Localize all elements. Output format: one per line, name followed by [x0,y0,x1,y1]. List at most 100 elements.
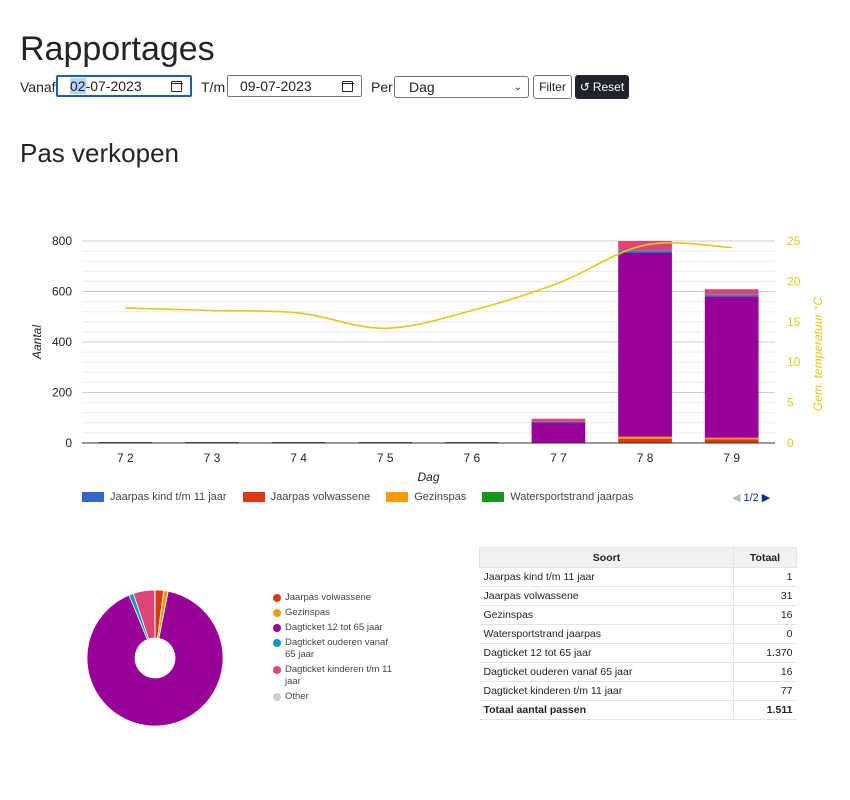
from-date-input[interactable]: 02 -07-2023 [56,75,192,97]
chevron-down-icon: ⌄ [513,81,522,93]
bar-segment [531,418,586,422]
calendar-icon[interactable] [170,80,183,92]
table-cell: 1.370 [733,643,797,663]
bar-segment [704,294,759,297]
y-tick-label: 600 [52,285,72,299]
legend-dot [273,609,281,617]
reset-button-label: Reset [592,80,625,94]
pie-legend-item[interactable]: Other [273,691,398,703]
table-cell: Totaal aantal passen [479,700,734,720]
legend-swatch [82,492,104,502]
bar-segment [531,422,586,443]
legend-label: Jaarpas volwassene [285,592,372,603]
legend-label: Watersportstrand jaarpas [510,491,634,503]
legend-label: Gezinspas [414,491,467,503]
pie-legend-item[interactable]: Jaarpas volwassene [273,592,398,604]
table-row: Gezinspas 16 [479,605,797,625]
legend-label: Dagticket ouderen vanaf 65 jaar [285,637,388,660]
legend-item[interactable]: Gezinspas [386,491,466,503]
y2-axis-title: Gem. temperatuur °C [811,297,825,412]
table-row: Dagticket kinderen t/m 11 jaar 77 [479,681,797,701]
legend-item[interactable]: Jaarpas kind t/m 11 jaar [82,491,227,503]
y2-tick-label: 20 [787,274,801,288]
donut-slice[interactable] [86,590,224,727]
legend-item[interactable]: Watersportstrand jaarpas [482,491,633,503]
table-cell: Watersportstrand jaarpas [479,624,734,644]
sales-bar-chart: 0 200 400 600 800 0 5 10 15 20 25 Aantal Gem. temper… [30,234,825,484]
y-tick-label: 0 [65,436,72,450]
table-row: Jaarpas kind t/m 11 jaar 1 [479,567,797,587]
legend-swatch [242,492,265,502]
bar-chart-legend: Jaarpas kind t/m 11 jaar Jaarpas volwass… [82,491,633,503]
x-tick-label: 7 7 [550,451,567,465]
totals-table: Soort Totaal Jaarpas kind t/m 11 jaar 1 J… [479,547,797,720]
legend-label: Jaarpas volwassene [270,491,371,503]
pie-chart-legend: Jaarpas volwassene Gezinspas Dagticket 1… [273,592,398,703]
table-cell: Jaarpas volwassene [479,586,734,606]
x-axis-title: Dag [417,470,439,484]
x-tick-label: 7 8 [637,451,654,465]
legend-swatch [386,492,409,502]
per-select[interactable]: Dag ⌄ [394,76,529,98]
filter-button[interactable]: Filter [533,75,572,99]
pie-legend-item[interactable]: Dagticket ouderen vanaf 65 jaar [273,637,398,661]
legend-label: Jaarpas kind t/m 11 jaar [110,491,227,503]
section-title: Pas verkopen [20,138,179,168]
legend-swatch [482,492,505,502]
per-label: Per [371,79,393,95]
legend-label: Dagticket kinderen t/m 11 jaar [285,664,393,687]
legend-dot [273,666,281,674]
legend-pager: ◀ 1/2 ▶ [732,491,771,505]
to-date-input[interactable]: 09-07-2023 [227,75,362,97]
bar-segment [704,289,759,295]
x-tick-label: 7 9 [723,451,740,465]
legend-item[interactable]: Jaarpas volwassene [242,491,371,503]
legend-dot [273,693,281,701]
table-cell: 0 [733,624,797,644]
pie-legend-item[interactable]: Dagticket 12 tot 65 jaar [273,622,398,634]
legend-label: Gezinspas [285,607,330,618]
legend-dot [273,624,281,632]
from-date-day: 02 [70,78,86,94]
bar-segment [704,437,759,440]
table-cell: Gezinspas [479,605,734,625]
table-row: Jaarpas volwassene 31 [479,586,797,606]
table-header-row: Soort Totaal [479,547,797,568]
from-label: Vanaf [20,79,56,95]
calendar-icon[interactable] [341,80,354,92]
prev-page-icon[interactable]: ◀ [732,492,741,504]
y-axis-title: Aantal [30,325,44,360]
y2-tick-label: 25 [787,234,801,248]
reset-button[interactable]: ↺ Reset [575,75,629,99]
to-label: T/m [201,79,226,95]
column-header-soort[interactable]: Soort [479,547,734,568]
bar-segment [618,250,672,253]
table-row: Watersportstrand jaarpas 0 [479,624,797,644]
pass-type-donut-chart: 90.7% [86,589,224,727]
table-cell: 77 [733,681,797,701]
pie-legend-item[interactable]: Dagticket kinderen t/m 11 jaar [273,664,398,688]
x-tick-label: 7 2 [117,451,134,465]
x-tick-label: 7 4 [290,451,307,465]
y2-tick-label: 5 [787,396,794,410]
legend-dot [273,594,281,602]
to-date-value: 09-07-2023 [240,78,312,94]
bar-segment [618,438,672,443]
x-tick-label: 7 3 [204,451,221,465]
next-page-icon[interactable]: ▶ [761,492,771,504]
table-cell: 16 [733,605,797,625]
column-header-totaal[interactable]: Totaal [733,547,797,568]
per-select-value: Dag [409,79,435,95]
x-tick-label: 7 5 [377,451,394,465]
pie-legend-item[interactable]: Gezinspas [273,607,398,619]
table-row: Dagticket ouderen vanaf 65 jaar 16 [479,662,797,682]
table-cell: Dagticket ouderen vanaf 65 jaar [479,662,734,682]
table-cell: 16 [733,662,797,682]
table-total-row: Totaal aantal passen 1.511 [479,700,797,720]
reset-icon: ↺ [579,80,590,94]
y-tick-label: 400 [52,335,72,349]
legend-dot [273,639,281,647]
bar-segment [618,436,672,439]
table-cell: 1.511 [733,700,797,720]
y2-tick-label: 0 [787,436,794,450]
